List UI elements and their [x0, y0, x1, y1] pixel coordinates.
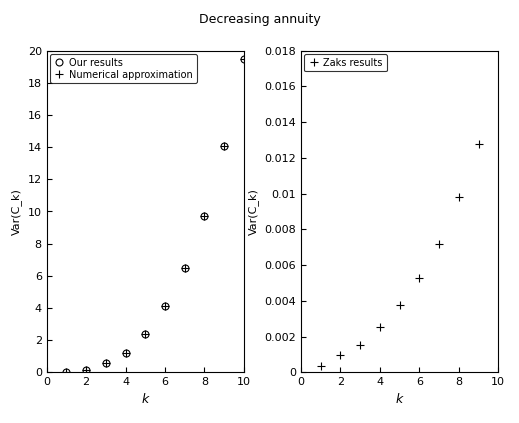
Zaks results: [436, 241, 442, 246]
Zaks results: [337, 353, 344, 358]
Numerical approximation: [83, 367, 89, 372]
Our results: [63, 369, 70, 374]
Line: Our results: Our results: [63, 55, 248, 375]
Zaks results: [475, 141, 482, 146]
Zaks results: [416, 275, 422, 280]
Zaks results: [357, 342, 363, 347]
Numerical approximation: [241, 56, 247, 61]
Our results: [201, 214, 208, 219]
Our results: [83, 367, 89, 372]
Zaks results: [318, 363, 324, 368]
Our results: [122, 350, 129, 355]
Text: Decreasing annuity: Decreasing annuity: [199, 13, 320, 26]
Numerical approximation: [221, 143, 227, 148]
Line: Numerical approximation: Numerical approximation: [62, 55, 248, 376]
Numerical approximation: [142, 332, 148, 337]
Numerical approximation: [182, 265, 188, 270]
Zaks results: [456, 195, 462, 200]
Numerical approximation: [122, 350, 129, 355]
Zaks results: [397, 303, 403, 308]
Numerical approximation: [162, 304, 168, 309]
Zaks results: [377, 324, 383, 329]
Our results: [142, 332, 148, 337]
Our results: [162, 304, 168, 309]
Line: Zaks results: Zaks results: [317, 140, 483, 370]
Y-axis label: Var(C_k): Var(C_k): [11, 188, 22, 235]
Our results: [103, 361, 109, 366]
X-axis label: k: k: [396, 393, 403, 406]
Legend: Zaks results: Zaks results: [304, 54, 387, 71]
Numerical approximation: [103, 361, 109, 366]
Numerical approximation: [201, 214, 208, 219]
Numerical approximation: [63, 369, 70, 374]
Our results: [241, 56, 247, 61]
Y-axis label: Var(C_k): Var(C_k): [248, 188, 259, 235]
Legend: Our results, Numerical approximation: Our results, Numerical approximation: [50, 54, 197, 83]
Our results: [221, 143, 227, 148]
X-axis label: k: k: [142, 393, 149, 406]
Our results: [182, 265, 188, 270]
